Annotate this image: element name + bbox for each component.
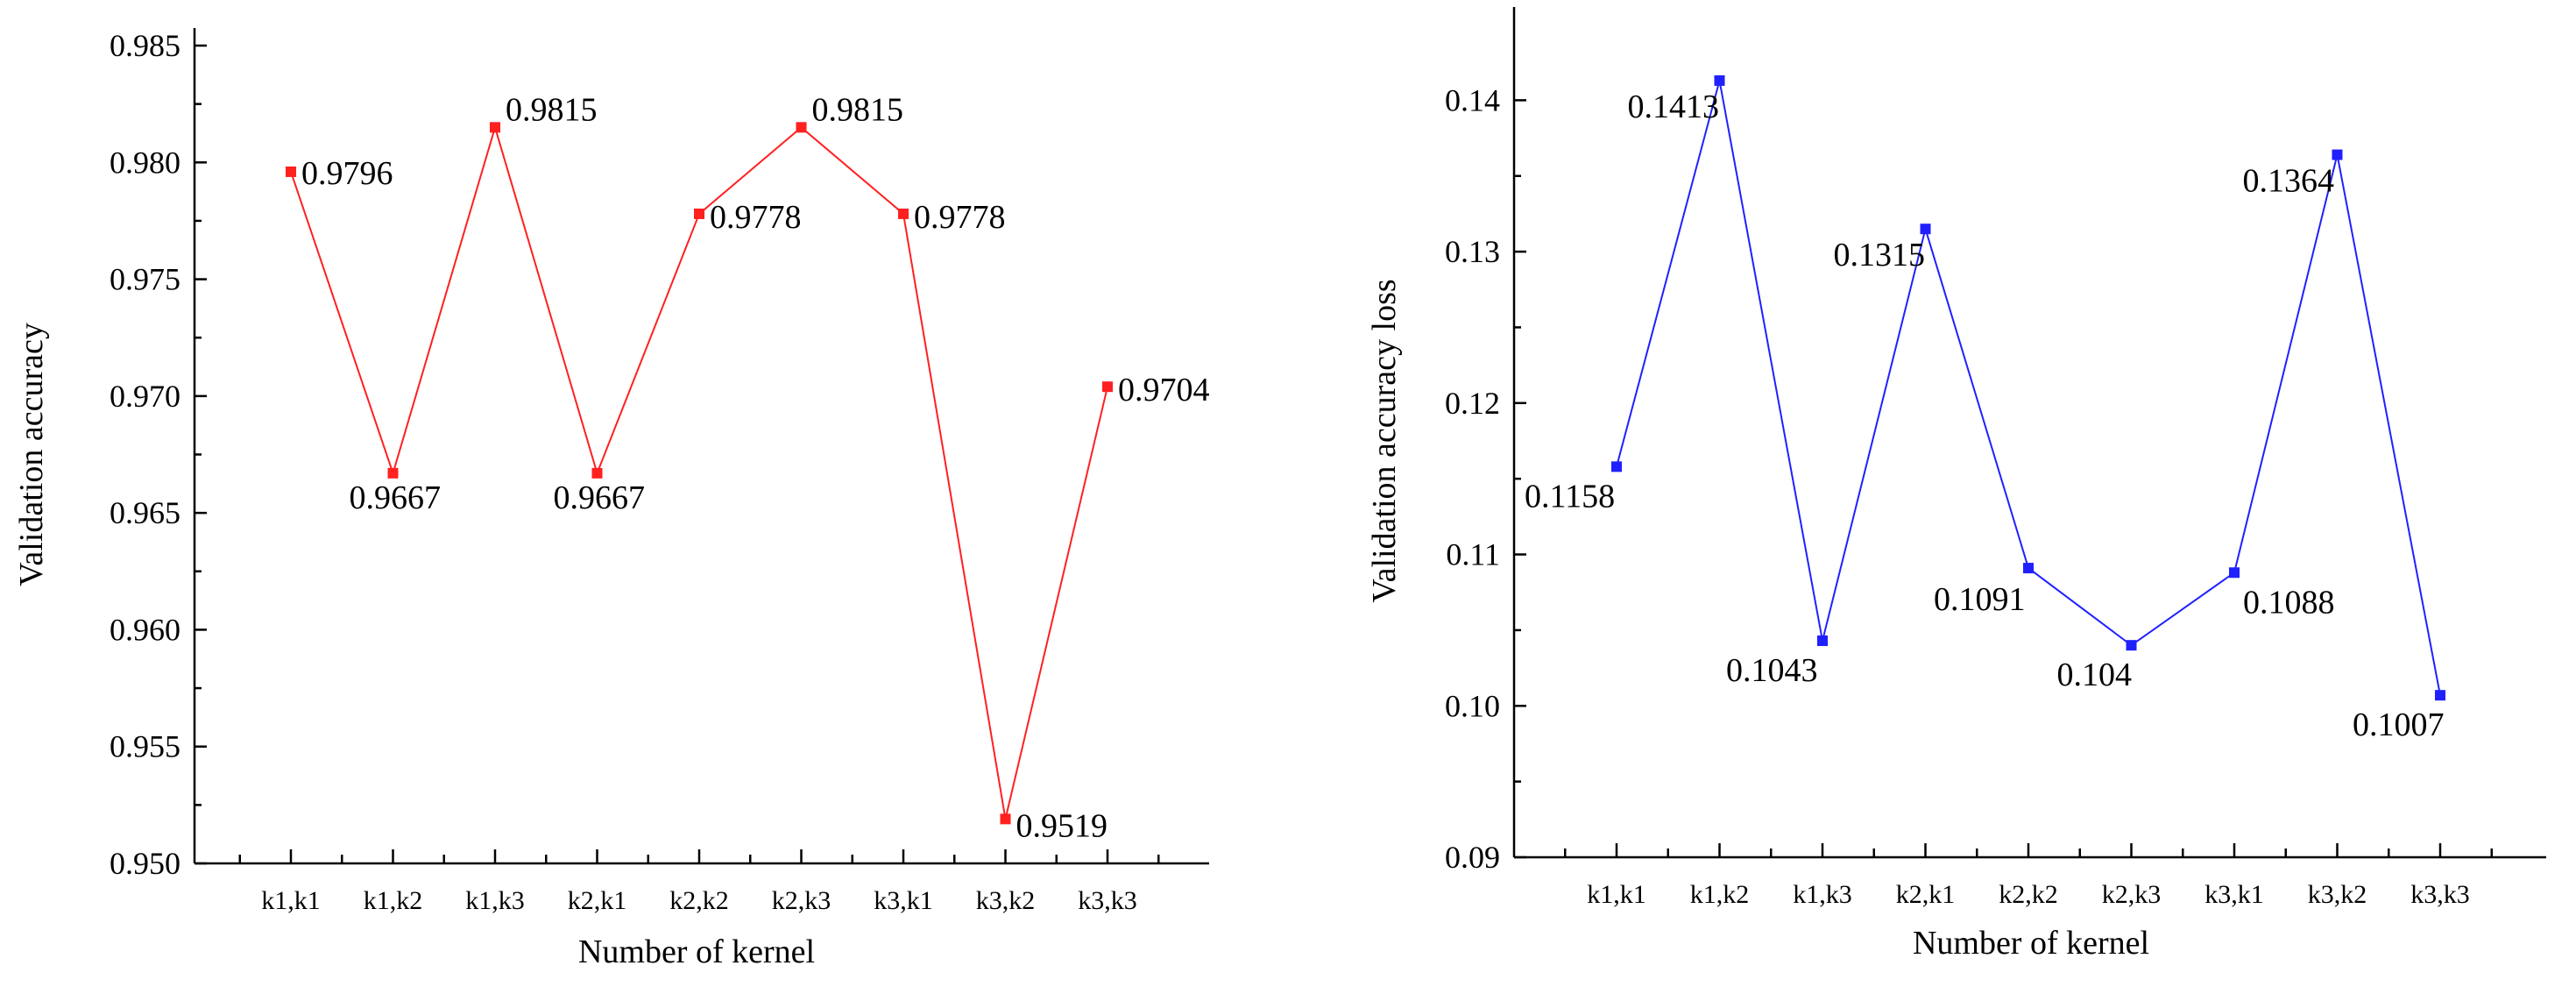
- y-tick-label: 0.14: [1445, 82, 1500, 117]
- data-label: 0.104: [2057, 657, 2133, 693]
- data-label: 0.9519: [1016, 807, 1108, 844]
- data-point: [1611, 461, 1622, 472]
- data-label: 0.1315: [1834, 237, 1926, 273]
- data-label: 0.9704: [1118, 372, 1210, 408]
- data-label: 0.9667: [554, 479, 646, 516]
- y-tick-label: 0.10: [1445, 688, 1500, 723]
- data-label: 0.9778: [710, 199, 802, 236]
- x-tick-label: k2,k2: [1999, 880, 2058, 909]
- y-tick-label: 0.985: [110, 28, 180, 63]
- x-tick-label: k1,k1: [1587, 880, 1646, 909]
- data-label: 0.1088: [2243, 584, 2335, 621]
- x-tick-label: k3,k2: [2308, 880, 2367, 909]
- data-point: [490, 122, 500, 133]
- data-label: 0.9796: [301, 155, 393, 192]
- data-point: [2023, 563, 2034, 574]
- data-point: [1920, 224, 1931, 235]
- data-point: [387, 467, 399, 479]
- data-label: 0.1413: [1628, 89, 1720, 125]
- data-point: [2332, 149, 2343, 160]
- x-tick-label: k2,k2: [669, 886, 729, 915]
- y-tick-label: 0.13: [1445, 234, 1500, 269]
- x-tick-label: k3,k1: [874, 886, 933, 915]
- x-tick-label: k3,k1: [2204, 880, 2264, 909]
- x-tick-label: k2,k3: [772, 886, 832, 915]
- y-tick-label: 0.960: [110, 612, 180, 647]
- data-point: [286, 166, 296, 177]
- data-label: 0.1091: [1934, 581, 2026, 618]
- y-axis-title: Validation accuracy loss: [1366, 279, 1403, 602]
- x-tick-label: k3,k3: [2410, 880, 2470, 909]
- y-tick-label: 0.980: [110, 145, 180, 180]
- y-tick-label: 0.11: [1446, 537, 1500, 572]
- data-label: 0.9815: [506, 91, 598, 128]
- data-label: 0.9667: [350, 479, 442, 516]
- y-tick-label: 0.975: [110, 262, 180, 297]
- x-tick-label: k2,k1: [1896, 880, 1956, 909]
- x-axis-title: Number of kernel: [578, 934, 815, 970]
- data-point: [591, 467, 603, 479]
- data-point: [1817, 635, 1828, 646]
- data-point: [2435, 690, 2445, 701]
- data-label: 0.9815: [812, 91, 904, 128]
- data-point: [1102, 381, 1113, 393]
- y-tick-label: 0.12: [1445, 386, 1500, 421]
- data-label: 0.9778: [914, 199, 1006, 236]
- x-tick-label: k1,k1: [261, 886, 321, 915]
- y-tick-label: 0.965: [110, 495, 180, 530]
- data-point: [898, 208, 909, 219]
- data-point: [796, 122, 807, 133]
- data-label: 0.1007: [2353, 706, 2445, 743]
- data-label: 0.1364: [2243, 163, 2335, 200]
- data-point: [694, 208, 704, 219]
- y-tick-label: 0.955: [110, 729, 180, 764]
- x-tick-label: k3,k2: [976, 886, 1036, 915]
- x-tick-label: k2,k3: [2102, 880, 2162, 909]
- x-tick-label: k2,k1: [568, 886, 627, 915]
- x-tick-label: k1,k3: [1793, 880, 1852, 909]
- data-label: 0.1158: [1525, 478, 1615, 515]
- x-axis-title: Number of kernel: [1913, 925, 2149, 962]
- x-tick-label: k1,k2: [1690, 880, 1750, 909]
- y-tick-label: 0.970: [110, 379, 180, 414]
- x-tick-label: k1,k2: [364, 886, 423, 915]
- y-tick-label: 0.09: [1445, 840, 1500, 875]
- accuracy-chart: 0.950 0.955 0.960 0.965 0.970 0.975 0.980 0.985…: [13, 28, 1210, 970]
- y-axis-title: Validation accuracy: [13, 323, 50, 586]
- y-tick-label: 0.950: [110, 846, 180, 881]
- data-point: [1714, 75, 1725, 86]
- x-tick-label: k1,k3: [465, 886, 525, 915]
- loss-chart: 0.09 0.10 0.11 0.12 0.13 0.14 k1,k1 k1,k2 k1,k3 k…: [1366, 7, 2546, 962]
- x-tick-label: k3,k3: [1078, 886, 1137, 915]
- data-point: [2126, 640, 2137, 651]
- data-point: [2229, 567, 2240, 579]
- data-point: [1000, 813, 1011, 825]
- data-label: 0.1043: [1726, 652, 1818, 689]
